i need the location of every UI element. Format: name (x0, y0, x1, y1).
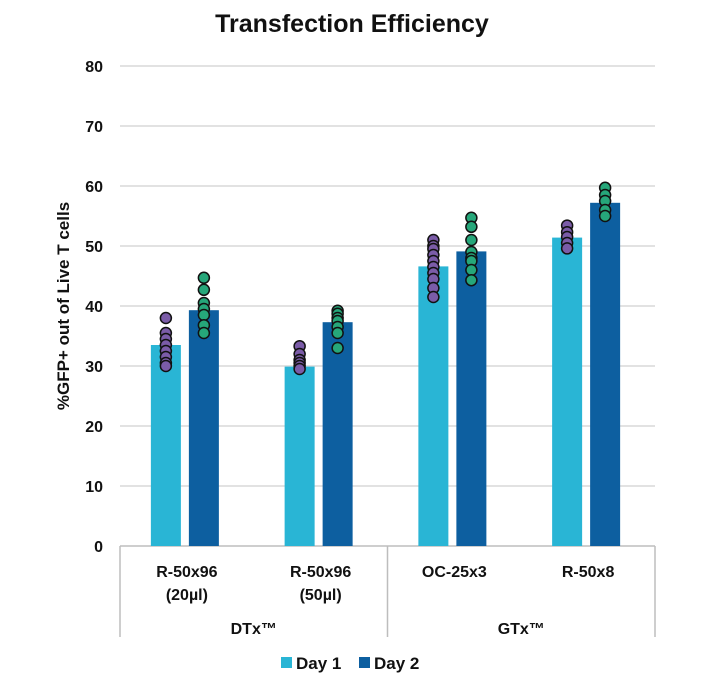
bar-day-1 (284, 366, 315, 546)
x-tick-label-line2: (20µl) (166, 587, 208, 604)
bar-day-2 (456, 251, 487, 546)
bar-day-2 (322, 322, 353, 546)
x-tick-label: R-50x96 (156, 564, 217, 581)
bar-day-2 (188, 310, 219, 546)
legend-swatch (359, 657, 370, 668)
y-tick-label: 30 (85, 359, 103, 376)
data-point (331, 326, 344, 340)
group-label: GTx™ (498, 621, 545, 638)
data-point (598, 209, 612, 223)
data-point (197, 326, 211, 340)
y-tick-label: 50 (85, 239, 103, 256)
data-point (560, 242, 574, 255)
bar-day-1 (552, 237, 583, 546)
legend-label: Day 2 (374, 654, 419, 673)
data-point (159, 311, 173, 325)
data-point (293, 362, 306, 376)
y-tick-label: 20 (85, 419, 103, 436)
y-tick-label: 70 (85, 119, 103, 136)
chart-title: Transfection Efficiency (215, 10, 489, 38)
bar-day-1 (418, 266, 449, 546)
data-point (465, 273, 478, 287)
x-tick-label: OC-25x3 (422, 564, 487, 581)
data-point (465, 220, 478, 234)
y-tick-label: 40 (85, 299, 103, 316)
y-tick-label: 60 (85, 179, 103, 196)
data-point (331, 341, 344, 355)
data-point (197, 308, 211, 322)
data-point (197, 271, 211, 285)
y-axis-label: %GFP+ out of Live T cells (54, 202, 73, 410)
y-tick-label: 10 (85, 479, 103, 496)
data-point (465, 233, 478, 247)
data-point (465, 263, 478, 277)
data-point (159, 359, 173, 373)
legend-label: Day 1 (296, 654, 341, 673)
bar-day-2 (590, 202, 621, 547)
group-label: DTx™ (231, 621, 277, 638)
x-tick-label: R-50x8 (562, 564, 615, 581)
legend-swatch (281, 657, 292, 668)
bar-day-1 (150, 345, 181, 546)
data-point (197, 283, 211, 297)
x-tick-label: R-50x96 (290, 564, 351, 581)
data-point (427, 290, 440, 304)
y-tick-label: 80 (85, 59, 103, 76)
x-tick-label-line2: (50µl) (300, 587, 342, 604)
y-tick-label: 0 (94, 539, 103, 556)
